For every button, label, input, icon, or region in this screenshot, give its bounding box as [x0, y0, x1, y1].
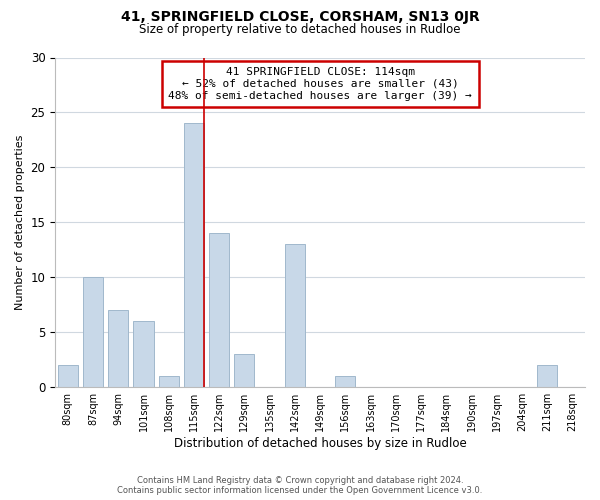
Y-axis label: Number of detached properties: Number of detached properties	[15, 134, 25, 310]
Bar	[209, 234, 229, 387]
Text: Contains HM Land Registry data © Crown copyright and database right 2024.
Contai: Contains HM Land Registry data © Crown c…	[118, 476, 482, 495]
Bar	[58, 365, 78, 387]
Bar	[184, 124, 204, 387]
Text: 41, SPRINGFIELD CLOSE, CORSHAM, SN13 0JR: 41, SPRINGFIELD CLOSE, CORSHAM, SN13 0JR	[121, 10, 479, 24]
Bar	[234, 354, 254, 387]
Bar	[108, 310, 128, 387]
Bar	[158, 376, 179, 387]
Bar	[285, 244, 305, 387]
Text: Size of property relative to detached houses in Rudloe: Size of property relative to detached ho…	[139, 22, 461, 36]
Bar	[133, 322, 154, 387]
X-axis label: Distribution of detached houses by size in Rudloe: Distribution of detached houses by size …	[174, 437, 466, 450]
Text: 41 SPRINGFIELD CLOSE: 114sqm
← 52% of detached houses are smaller (43)
48% of se: 41 SPRINGFIELD CLOSE: 114sqm ← 52% of de…	[168, 68, 472, 100]
Bar	[83, 278, 103, 387]
Bar	[335, 376, 355, 387]
Bar	[537, 365, 557, 387]
